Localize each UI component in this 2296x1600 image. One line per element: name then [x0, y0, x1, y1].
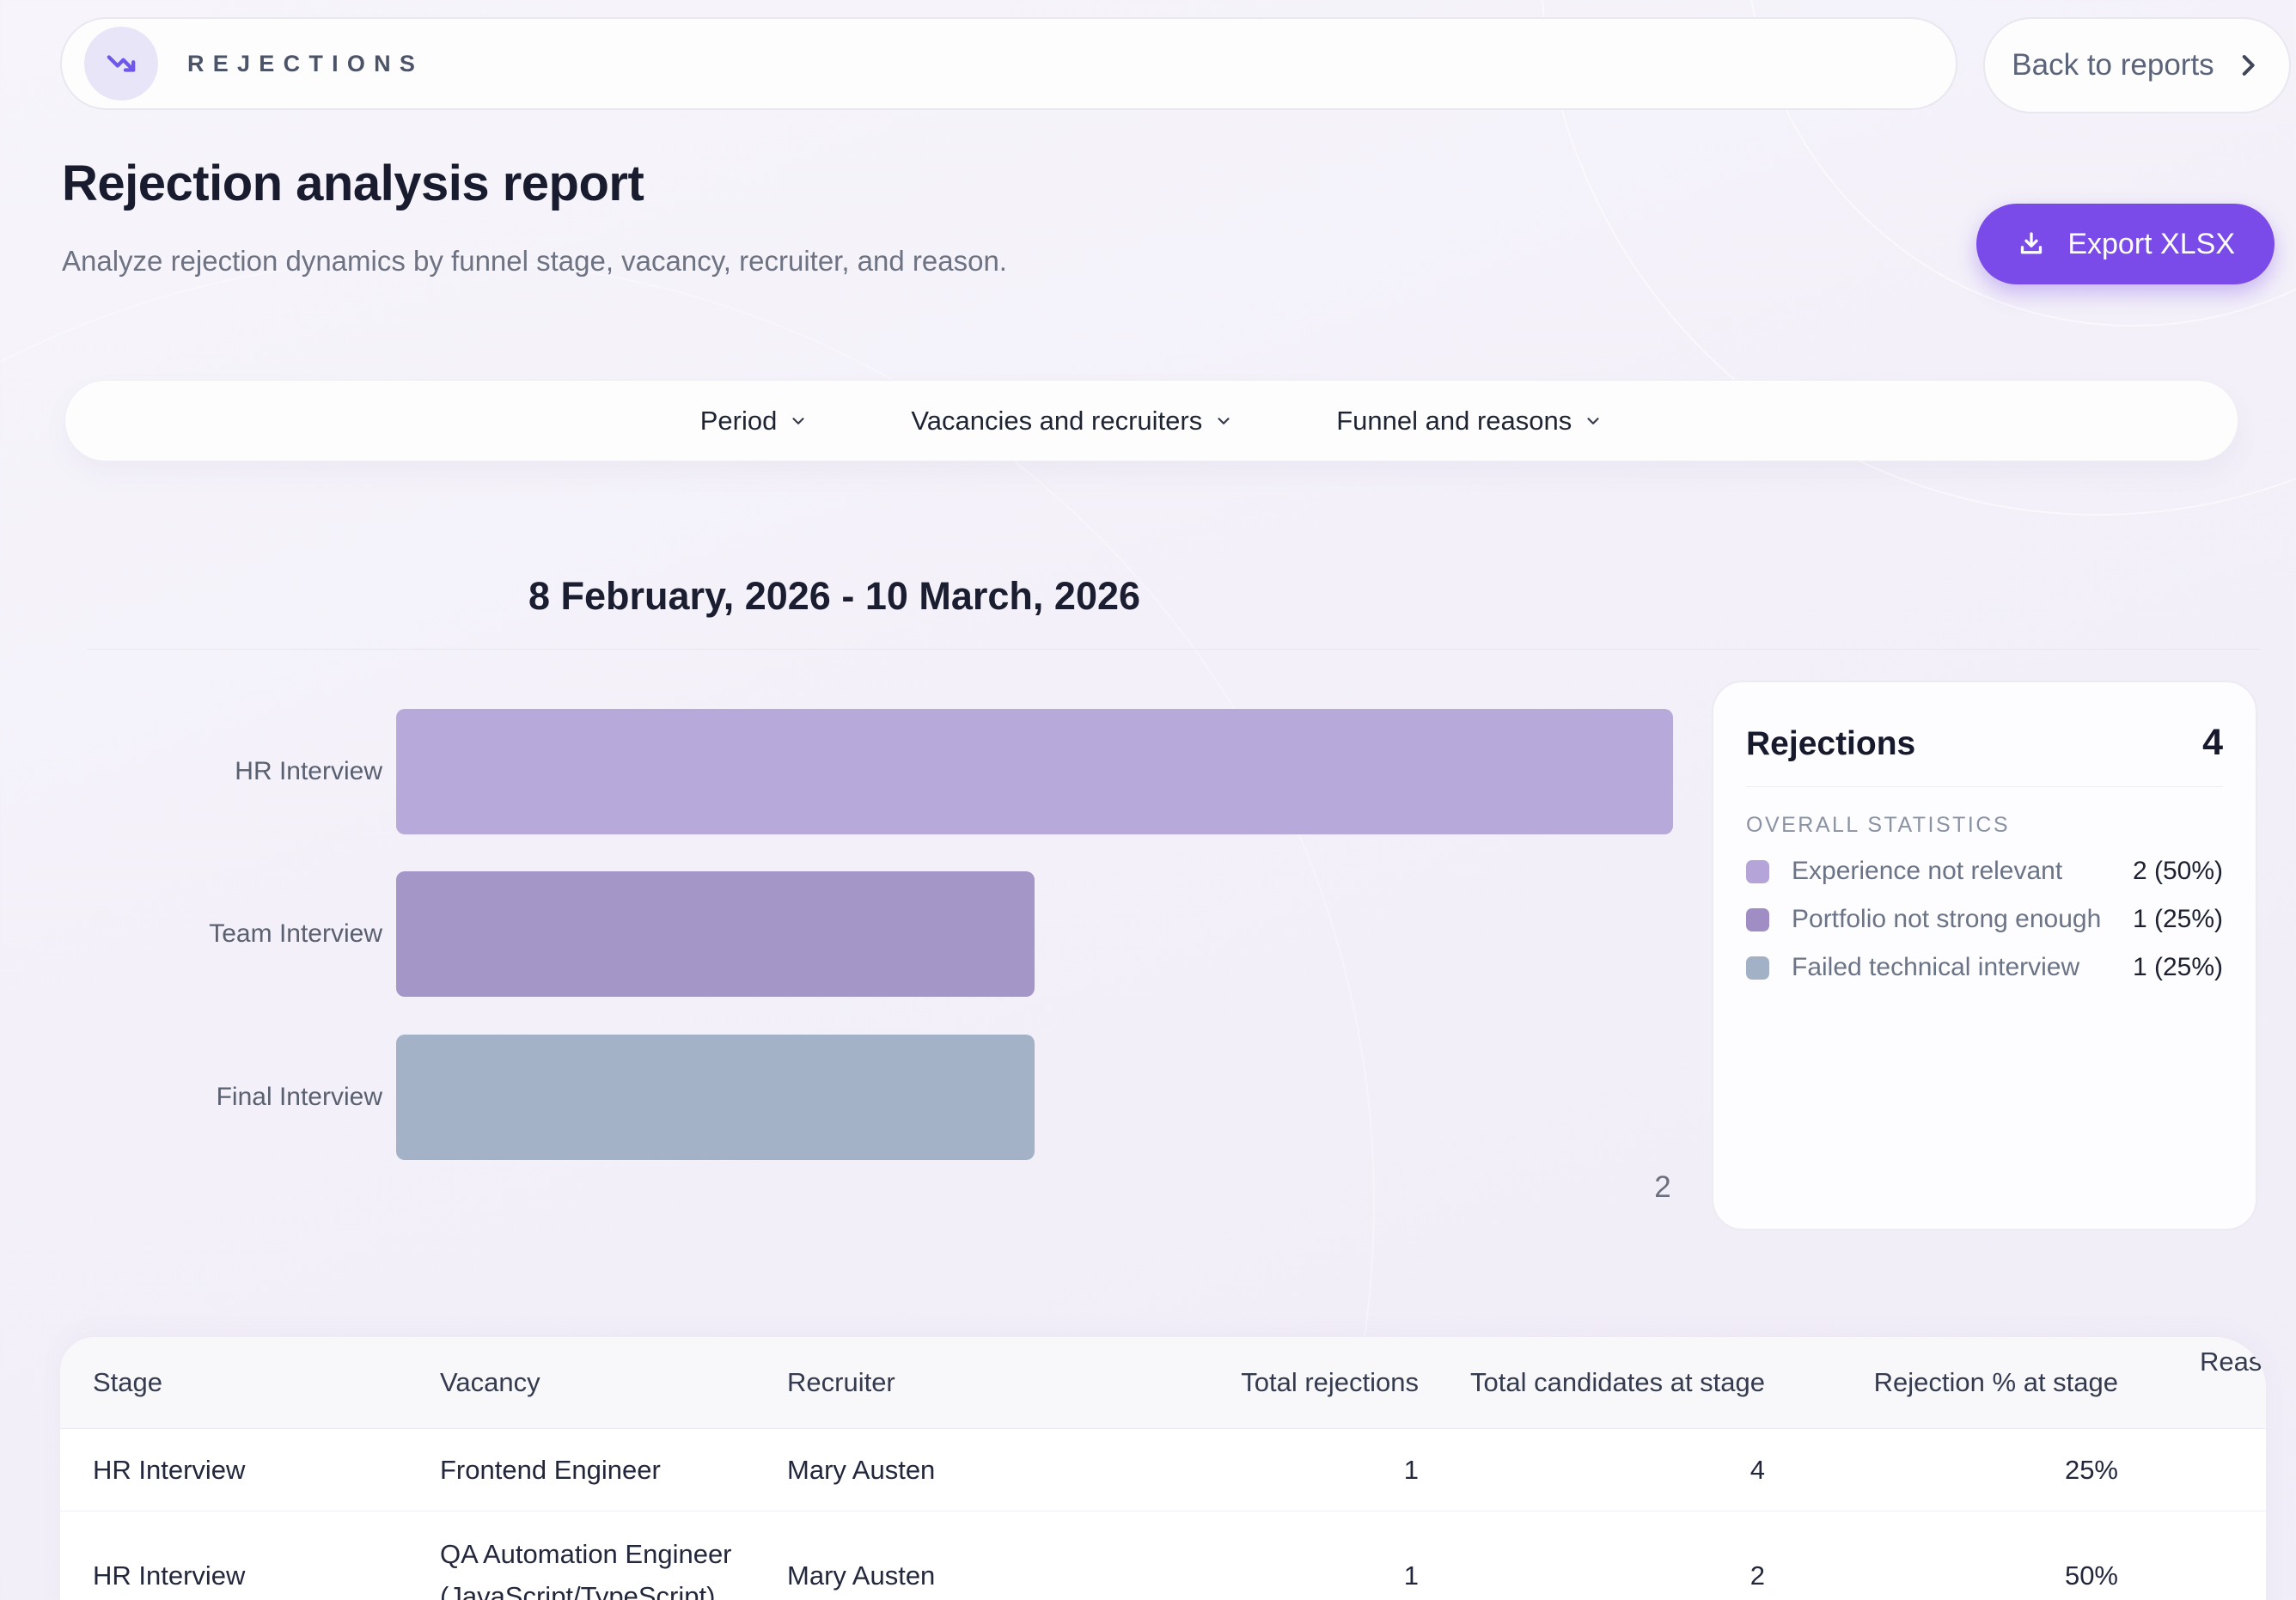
legend-item: Experience not relevant 2 (50%) [1746, 857, 2223, 886]
cell-vacancy: QA Automation Engineer (JavaScript/TypeS… [440, 1539, 732, 1600]
report-tag-label: REJECTIONS [187, 50, 424, 76]
cell-stage: HR Interview [93, 1454, 246, 1485]
legend: Experience not relevant 2 (50%) Portfoli… [1746, 857, 2223, 982]
chart-date-range-title: 8 February, 2026 - 10 March, 2026 [528, 574, 1141, 618]
chart-row-hr-interview: HR Interview [0, 709, 1673, 834]
download-icon [2021, 232, 2043, 254]
col-header-vacancy: Vacancy [440, 1367, 540, 1397]
x-axis-max-tick: 2 [1654, 1170, 1671, 1204]
cell-recruiter: Mary Austen [787, 1560, 936, 1591]
legend-swatch [1746, 859, 1769, 883]
rejections-table-card: Stage Vacancy Recruiter Total rejections… [60, 1337, 2266, 1600]
report-tag-pill: REJECTIONS [60, 17, 1957, 110]
summary-header: Rejections 4 [1746, 711, 2223, 787]
col-header-total-rejections: Total rejections [1241, 1367, 1419, 1397]
chevron-down-icon [792, 417, 804, 424]
chevron-right-icon [2242, 55, 2255, 76]
col-header-reason: Reason - [2200, 1347, 2266, 1377]
cell-total-rejections: 1 [1403, 1560, 1419, 1591]
overall-statistics-label: OVERALL STATISTICS [1746, 813, 2011, 837]
cell-total-candidates: 2 [1749, 1560, 1765, 1591]
col-header-total-candidates: Total candidates at stage [1470, 1367, 1765, 1397]
legend-item: Portfolio not strong enough 1 (25%) [1746, 905, 2223, 934]
bar-track [396, 1035, 1673, 1160]
rejections-summary-card: Rejections 4 OVERALL STATISTICS Experien… [1712, 681, 2257, 1231]
legend-value: 2 (50%) [2132, 857, 2223, 885]
cell-stage: HR Interview [93, 1560, 246, 1591]
table-row: HR Interview QA Automation Engineer (Jav… [60, 1511, 2266, 1600]
cell-vacancy: Frontend Engineer [440, 1454, 661, 1485]
filter-bar: Period Vacancies and recruiters Funnel a… [64, 380, 2238, 461]
divider [88, 649, 2260, 650]
col-header-stage: Stage [93, 1367, 163, 1397]
bar-track [396, 709, 1673, 834]
export-xlsx-label: Export XLSX [2067, 227, 2235, 260]
bar-track [396, 871, 1673, 997]
cell-total-candidates: 4 [1749, 1454, 1765, 1485]
chart-row-team-interview: Team Interview [0, 871, 1673, 997]
bar-team-interview[interactable] [396, 871, 1035, 997]
legend-label: Portfolio not strong enough [1792, 905, 2102, 933]
page-title: Rejection analysis report [62, 156, 644, 211]
col-header-rejection-pct: Rejection % at stage [1873, 1367, 2118, 1397]
legend-value: 1 (25%) [2132, 953, 2223, 981]
filter-period-label: Period [699, 405, 778, 436]
summary-title: Rejections [1746, 725, 1916, 762]
back-to-reports-label: Back to reports [2012, 48, 2214, 82]
bar-label: Final Interview [216, 1083, 382, 1111]
cell-recruiter: Mary Austen [787, 1454, 936, 1485]
bar-label: HR Interview [235, 757, 382, 785]
cell-rejection-pct: 50% [2064, 1560, 2118, 1591]
legend-swatch [1746, 907, 1769, 931]
export-xlsx-button[interactable]: Export XLSX [1976, 204, 2275, 284]
cell-rejection-pct: 25% [2064, 1454, 2118, 1485]
filter-vacancies-recruiters[interactable]: Vacancies and recruiters [911, 406, 1233, 437]
chevron-down-icon [1587, 417, 1599, 424]
legend-label: Failed technical interview [1792, 953, 2080, 981]
filter-vacancies-label: Vacancies and recruiters [911, 405, 1203, 436]
filter-funnel-label: Funnel and reasons [1336, 405, 1572, 436]
col-header-recruiter: Recruiter [787, 1367, 895, 1397]
filter-funnel-reasons[interactable]: Funnel and reasons [1336, 406, 1603, 437]
chevron-down-icon [1218, 417, 1230, 424]
table-header-row: Stage Vacancy Recruiter Total rejections… [60, 1337, 2266, 1429]
legend-label: Experience not relevant [1792, 857, 2063, 885]
chart-row-final-interview: Final Interview [0, 1035, 1673, 1160]
cell-total-rejections: 1 [1403, 1454, 1419, 1485]
legend-swatch [1746, 956, 1769, 980]
summary-total-count: 4 [2202, 722, 2223, 763]
table-row: HR Interview Frontend Engineer Mary Aust… [60, 1429, 2266, 1511]
trending-down-icon [84, 27, 158, 101]
bar-final-interview[interactable] [396, 1035, 1035, 1160]
top-bar: REJECTIONS Back to reports [60, 17, 2291, 113]
page-subtitle: Analyze rejection dynamics by funnel sta… [62, 245, 1007, 277]
bar-label: Team Interview [209, 919, 382, 948]
legend-value: 1 (25%) [2132, 905, 2223, 933]
back-to-reports-button[interactable]: Back to reports [1983, 17, 2291, 113]
legend-item: Failed technical interview 1 (25%) [1746, 953, 2223, 982]
bar-hr-interview[interactable] [396, 709, 1673, 834]
filter-period[interactable]: Period [700, 406, 809, 437]
